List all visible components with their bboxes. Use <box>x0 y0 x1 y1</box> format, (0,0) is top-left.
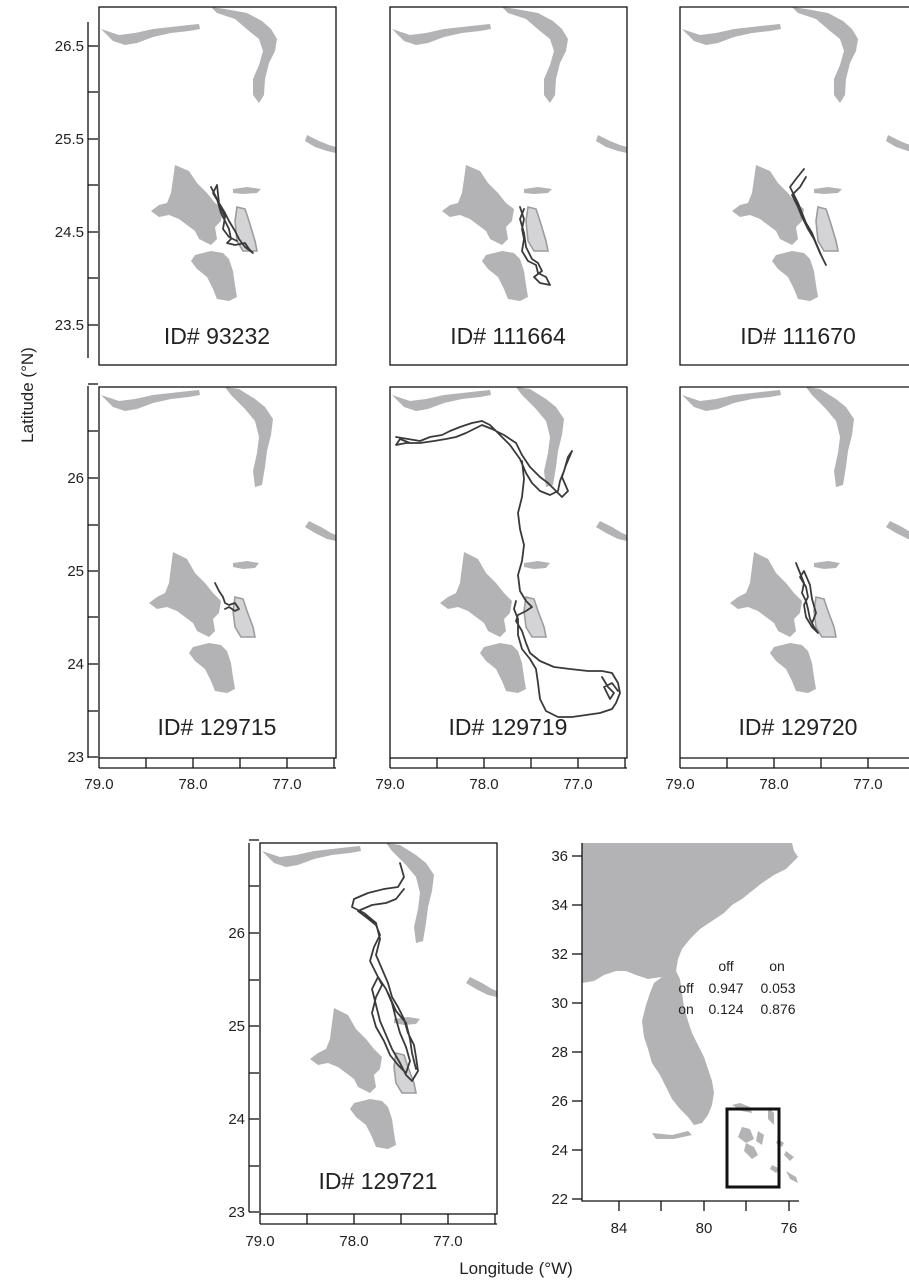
lon-tick-label: 79.0 <box>84 776 113 793</box>
map-panel: ID# 111670 <box>679 6 909 366</box>
matrix-col-header: off <box>718 958 733 974</box>
lat-tick-label: 32 <box>551 946 568 963</box>
map-panel: ID# 129721 <box>259 842 498 1215</box>
transition-matrix: off on off 0.947 0.053 on 0.124 0.876 <box>678 958 796 1017</box>
lon-tick-label: 78.0 <box>178 776 207 793</box>
animal-track <box>351 862 419 1082</box>
lon-tick-label: 77.0 <box>853 776 882 793</box>
map-panel: ID# 129719 <box>389 386 628 759</box>
overview-inset-map: off on off 0.947 0.053 on 0.124 0.876 <box>581 843 799 1202</box>
map-panel: ID# 129720 <box>679 386 909 759</box>
inset-latitude-axis: 36 34 32 30 28 26 24 22 <box>551 848 582 1208</box>
latitude-axis-row3: 26 25 24 23 <box>228 839 259 1221</box>
lat-tick-label: 23 <box>67 749 84 766</box>
map-panel: ID# 93232 <box>98 6 337 366</box>
matrix-row-label: on <box>678 1001 694 1017</box>
longitude-axis-panel5: 79.0 78.0 77.0 <box>375 758 627 793</box>
lon-tick-label: 84 <box>611 1220 628 1237</box>
lon-tick-label: 77.0 <box>563 776 592 793</box>
lat-tick-label: 30 <box>551 995 568 1012</box>
lon-tick-label: 78.0 <box>339 1233 368 1250</box>
matrix-value: 0.876 <box>760 1001 795 1017</box>
study-area-box <box>725 1107 781 1189</box>
lat-tick-label: 22 <box>551 1191 568 1208</box>
lat-tick-label: 26 <box>228 925 245 942</box>
latitude-axis-row2: 26 25 24 23 <box>67 383 98 766</box>
lon-tick-label: 77.0 <box>272 776 301 793</box>
panel-id-label: ID# 111670 <box>740 323 856 349</box>
lat-tick-label: 36 <box>551 848 568 865</box>
latitude-axis-title: Latitude (°N) <box>18 347 37 443</box>
lat-tick-label: 25 <box>228 1018 245 1035</box>
longitude-axis-panel6: 79.0 78.0 77.0 <box>665 758 909 793</box>
lat-tick-label: 25 <box>67 563 84 580</box>
lon-tick-label: 80 <box>696 1220 713 1237</box>
animal-track <box>795 562 819 634</box>
animal-track <box>395 420 621 718</box>
longitude-axis-panel7: 79.0 78.0 77.0 <box>245 1214 497 1250</box>
lat-tick-label: 24 <box>228 1111 245 1128</box>
panel-id-label: ID# 111664 <box>450 323 566 349</box>
animal-track <box>214 582 240 612</box>
map-panel: ID# 111664 <box>389 6 628 366</box>
lat-tick-label: 26 <box>67 470 84 487</box>
longitude-axis-panel4: 79.0 78.0 77.0 <box>84 758 336 793</box>
lon-tick-label: 77.0 <box>433 1233 462 1250</box>
matrix-value: 0.053 <box>760 980 795 996</box>
lon-tick-label: 79.0 <box>665 776 694 793</box>
lat-tick-label: 26.5 <box>55 38 84 55</box>
lat-tick-label: 23.5 <box>55 317 84 334</box>
lat-tick-label: 24 <box>551 1142 568 1159</box>
matrix-value: 0.124 <box>708 1001 743 1017</box>
lon-tick-label: 78.0 <box>759 776 788 793</box>
lon-tick-label: 78.0 <box>469 776 498 793</box>
lat-tick-label: 26 <box>551 1093 568 1110</box>
lon-tick-label: 79.0 <box>245 1233 274 1250</box>
lat-tick-label: 34 <box>551 897 568 914</box>
panel-id-label: ID# 129720 <box>739 714 858 740</box>
lat-tick-label: 23 <box>228 1204 245 1221</box>
lat-tick-label: 25.5 <box>55 131 84 148</box>
us-southeast-coast <box>582 843 798 1125</box>
map-panel: ID# 129715 <box>98 386 337 759</box>
matrix-col-header: on <box>769 958 785 974</box>
panel-id-label: ID# 129719 <box>449 714 568 740</box>
panel-id-label: ID# 93232 <box>164 323 270 349</box>
latitude-axis-row1: 26.5 25.5 24.5 23.5 <box>55 22 98 358</box>
matrix-row-label: off <box>678 980 693 996</box>
lat-tick-label: 24.5 <box>55 224 84 241</box>
animal-track <box>210 184 254 254</box>
lon-tick-label: 76 <box>781 1220 798 1237</box>
panel-id-label: ID# 129715 <box>158 714 277 740</box>
inset-longitude-axis: 84 80 76 <box>611 1201 798 1237</box>
lat-tick-label: 24 <box>67 656 84 673</box>
longitude-axis-title: Longitude (°W) <box>459 1259 573 1278</box>
lon-tick-label: 79.0 <box>375 776 404 793</box>
matrix-value: 0.947 <box>708 980 743 996</box>
panel-id-label: ID# 129721 <box>319 1168 438 1194</box>
lat-tick-label: 28 <box>551 1044 568 1061</box>
animal-track <box>519 206 551 286</box>
animal-track <box>789 168 827 266</box>
